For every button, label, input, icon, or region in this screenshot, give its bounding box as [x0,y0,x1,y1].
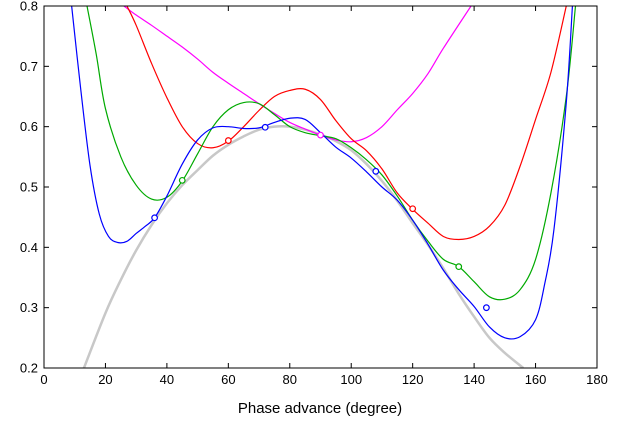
series-line-4 [71,6,574,340]
data-point-marker [409,205,417,213]
x-tick-label: 100 [340,372,362,387]
x-axis-label: Phase advance (degree) [238,400,402,417]
series-layer [71,6,577,368]
y-tick-label: 0.2 [20,361,38,376]
x-tick-label: 60 [221,372,235,387]
y-tick-label: 0.6 [20,119,38,134]
y-tick-label: 0.7 [20,59,38,74]
y-tick-label: 0.5 [20,180,38,195]
x-tick-label: 160 [525,372,547,387]
data-point-marker [261,123,269,131]
data-point-marker [178,176,186,184]
x-tick-label: 140 [463,372,485,387]
series-line-2 [126,6,567,241]
series-line-1 [123,6,472,143]
y-tick-label: 0.4 [20,240,38,255]
data-point-marker [483,304,490,312]
x-tick-label: 180 [586,372,608,387]
x-tick-label: 20 [98,372,112,387]
series-line-3 [86,6,577,301]
tick-layer: 0 20 40 60 80 100 120 140 160 180 0.2 0.3 0.4 0.5 0.6 0… [20,0,608,387]
y-tick-label: 0.3 [20,300,38,315]
x-tick-label: 80 [283,372,297,387]
x-tick-label: 120 [402,372,424,387]
series-line-0 [82,125,525,368]
x-tick-label: 0 [40,372,47,387]
marker-layer [151,123,490,312]
data-point-marker [317,131,324,139]
data-point-marker [455,263,463,271]
plot-area-frame [43,5,598,369]
data-point-marker [224,137,232,144]
data-point-marker [151,214,159,222]
data-point-marker [372,167,380,175]
x-tick-label: 40 [160,372,174,387]
y-tick-label: 0.8 [20,0,38,14]
